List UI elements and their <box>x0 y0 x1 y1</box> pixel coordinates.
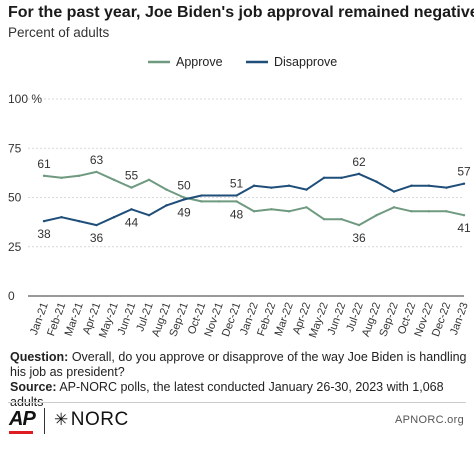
series-line-disapprove <box>43 172 465 227</box>
data-label: 62 <box>352 155 366 169</box>
source-text: AP-NORC polls, the latest conducted Janu… <box>10 380 444 409</box>
data-point <box>410 210 413 213</box>
data-point <box>60 176 63 179</box>
norc-logo: ✳ NORC <box>54 409 129 431</box>
data-point <box>427 210 431 213</box>
data-point <box>112 216 116 219</box>
data-point <box>42 174 46 178</box>
data-label: 38 <box>37 227 51 241</box>
chart-subtitle: Percent of adults <box>8 25 110 40</box>
data-point <box>287 184 291 187</box>
data-point <box>445 210 448 213</box>
data-point <box>322 217 326 221</box>
data-point <box>462 214 466 217</box>
data-label: 49 <box>177 205 191 219</box>
data-point <box>165 188 168 191</box>
data-point <box>340 217 343 221</box>
data-point <box>252 184 256 187</box>
data-point <box>235 200 238 203</box>
data-label: 36 <box>90 231 104 245</box>
data-point <box>375 180 378 183</box>
data-point <box>217 194 221 197</box>
data-point <box>60 216 63 219</box>
data-label: 61 <box>37 157 51 171</box>
data-point <box>165 204 168 207</box>
legend-label: Disapprove <box>274 55 337 69</box>
data-point <box>147 214 151 217</box>
data-label: 36 <box>352 231 366 245</box>
question-note: Question: Overall, do you approve or dis… <box>10 350 468 380</box>
question-label: Question: <box>10 350 69 364</box>
data-point <box>287 210 291 213</box>
y-tick-label: 25 <box>8 240 22 254</box>
data-point <box>392 206 396 209</box>
ap-logo-bar <box>9 431 33 434</box>
data-label: 57 <box>457 165 471 179</box>
norc-logo-text: NORC <box>70 409 129 430</box>
ap-logo: AP <box>9 408 36 430</box>
data-point <box>182 198 186 201</box>
data-point <box>112 178 116 181</box>
data-label: 48 <box>230 207 244 221</box>
data-point <box>95 170 98 174</box>
data-point <box>340 176 343 179</box>
y-tick-label: 75 <box>8 141 22 155</box>
data-label: 55 <box>125 169 139 183</box>
data-point <box>270 208 273 211</box>
data-point <box>42 219 46 223</box>
data-point <box>130 186 133 189</box>
data-point <box>147 178 151 181</box>
data-point <box>77 219 81 223</box>
chart-title: For the past year, Joe Biden's job appro… <box>8 4 474 21</box>
line-chart: 100 %7550250Jan-21Feb-21Mar-21Apr-21May-… <box>8 55 471 340</box>
source-note: Source: AP-NORC polls, the latest conduc… <box>10 380 468 410</box>
data-point <box>410 184 413 187</box>
website-link[interactable]: APNORC.org <box>394 414 464 426</box>
footer-divider <box>8 402 466 403</box>
data-point <box>427 184 431 187</box>
data-label: 41 <box>457 221 471 235</box>
data-point <box>305 188 308 191</box>
data-point <box>375 214 378 217</box>
data-point <box>217 200 221 203</box>
data-point <box>322 176 326 179</box>
data-label: 50 <box>177 179 191 193</box>
data-point <box>235 194 238 197</box>
legend-label: Approve <box>176 55 223 69</box>
data-label: 51 <box>230 177 244 191</box>
norc-star-icon: ✳ <box>54 410 69 429</box>
logo-divider <box>44 408 45 434</box>
data-point <box>200 200 203 203</box>
data-label: 63 <box>90 153 104 167</box>
data-point <box>392 190 396 193</box>
data-point <box>462 182 466 185</box>
chart-note: Question: Overall, do you approve or dis… <box>10 350 468 410</box>
y-tick-label: 0 <box>8 289 15 303</box>
data-point <box>95 223 98 227</box>
data-point <box>252 210 256 213</box>
data-label: 44 <box>125 215 139 229</box>
series-line-approve <box>43 170 465 227</box>
data-point <box>357 223 361 227</box>
data-point <box>270 186 273 189</box>
data-point <box>357 172 361 176</box>
question-text: Overall, do you approve or disapprove of… <box>10 350 467 379</box>
data-point <box>130 208 133 211</box>
data-point <box>305 206 308 209</box>
data-point <box>445 186 448 189</box>
y-tick-label: 100 % <box>8 92 42 106</box>
y-tick-label: 50 <box>8 191 22 205</box>
data-point <box>200 194 203 197</box>
data-point <box>77 174 81 178</box>
data-point <box>182 196 186 199</box>
source-label: Source: <box>10 380 57 394</box>
